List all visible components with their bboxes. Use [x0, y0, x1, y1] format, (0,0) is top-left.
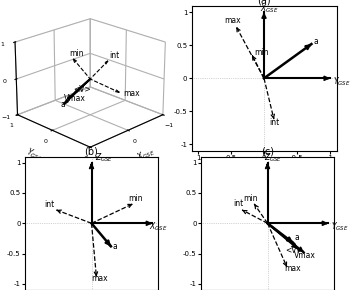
Text: min: min [254, 48, 269, 57]
Text: $Z_{GSE}$: $Z_{GSE}$ [264, 151, 282, 164]
Text: int: int [269, 118, 279, 127]
Title: (b): (b) [84, 147, 99, 157]
Text: $X_{GSE}$: $X_{GSE}$ [149, 220, 168, 233]
Text: min: min [128, 195, 143, 204]
Text: $Y_{GSE}$: $Y_{GSE}$ [331, 220, 349, 233]
Text: a: a [113, 242, 118, 251]
Text: $Y_{GSE}$: $Y_{GSE}$ [333, 76, 351, 88]
Title: (c): (c) [261, 147, 274, 157]
Text: a: a [314, 37, 319, 46]
X-axis label: $X_{GSE}$: $X_{GSE}$ [135, 145, 157, 164]
Text: $X_{GSE}$: $X_{GSE}$ [260, 2, 278, 14]
Text: max: max [225, 16, 241, 25]
Title: (a): (a) [257, 0, 271, 6]
Text: int: int [44, 200, 54, 209]
Text: max: max [285, 264, 301, 273]
Text: int: int [233, 199, 244, 208]
Text: a: a [295, 233, 300, 242]
Text: min: min [243, 194, 258, 203]
Text: Vmax: Vmax [294, 251, 315, 260]
Text: <V>: <V> [285, 246, 303, 255]
Y-axis label: $Y_{GSE}$: $Y_{GSE}$ [24, 145, 45, 164]
Text: max: max [92, 274, 108, 283]
Text: $Z_{GSE}$: $Z_{GSE}$ [95, 151, 113, 164]
